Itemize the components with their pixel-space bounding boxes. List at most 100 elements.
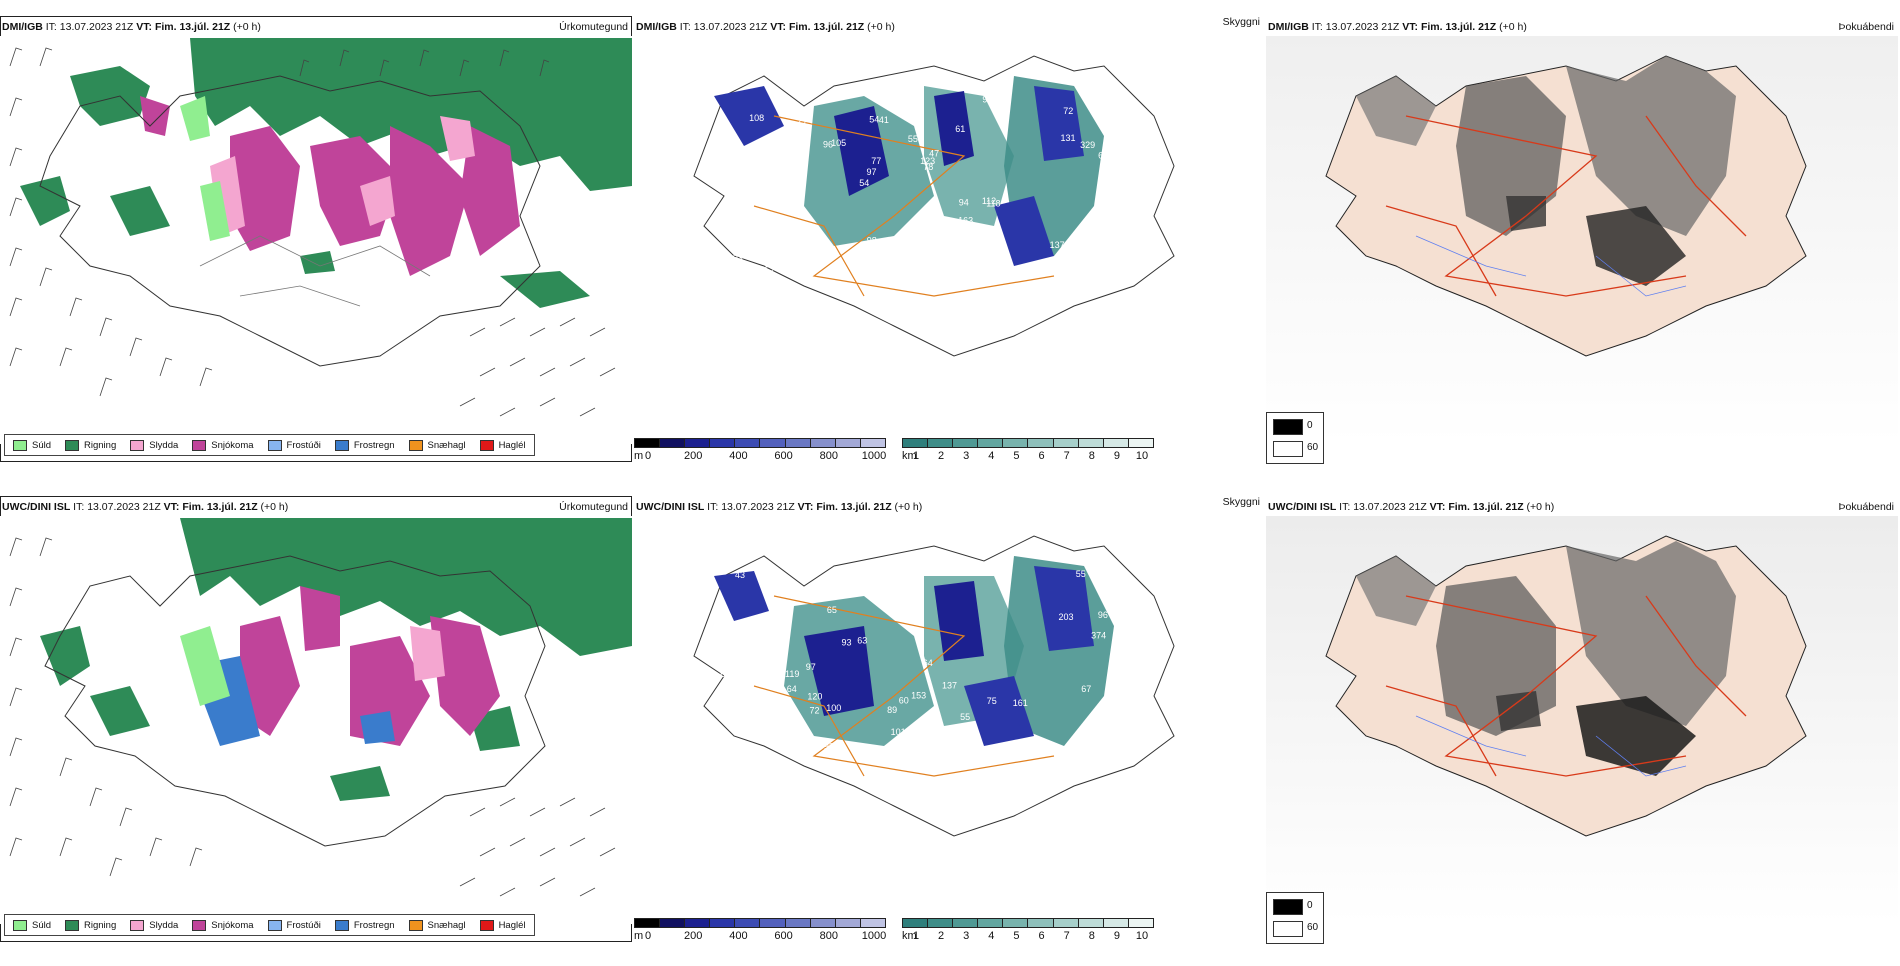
- panel-variable-name: Skyggni: [1222, 496, 1260, 508]
- colorbar-segment: [1053, 439, 1079, 447]
- model-name: UWC/DINI ISL: [2, 501, 71, 513]
- model-name: UWC/DINI ISL: [636, 501, 705, 513]
- colorbar-segment: [953, 439, 979, 447]
- visibility-value-label: 89: [887, 705, 897, 715]
- colorbar-segment: [928, 919, 954, 927]
- visibility-value-label: 118: [986, 199, 1000, 209]
- rain-area: [20, 176, 70, 226]
- colorbar-segment: [710, 919, 736, 927]
- colorbar-segment: [1078, 919, 1104, 927]
- vt-label: VT:: [1402, 21, 1419, 33]
- legend-item: Slydda: [130, 439, 178, 451]
- colorbar-segment: [785, 439, 811, 447]
- colorbar-tick-label: 200: [684, 930, 703, 942]
- colorbar-tick-label: 9: [1113, 930, 1120, 942]
- visibility-value-label: 137: [942, 681, 957, 691]
- colorbar-m-bar: [634, 438, 886, 448]
- vt-label: VT:: [136, 21, 153, 33]
- snow-area: [300, 586, 340, 651]
- visibility-colorbar-km: km 1 2 3 4 5 6 7 8 9 10: [902, 438, 1202, 468]
- iceland-coastline: [44, 555, 546, 847]
- legend-swatch: [192, 919, 207, 931]
- visibility-value-label: 130: [908, 273, 923, 283]
- drizzle-area: [200, 181, 230, 241]
- fog-legend-label: 0: [1307, 420, 1313, 431]
- it-value: 13.07.2023 21Z: [693, 21, 768, 33]
- visibility-colorbar-km: km 1 2 3 4 5 6 7 8 9 10: [902, 918, 1202, 948]
- visibility-value-label: 36: [873, 243, 883, 253]
- colorbar-segment: [1028, 439, 1054, 447]
- legend-swatch: [65, 439, 80, 451]
- vt-value: Fim. 13.júl. 21Z: [816, 501, 892, 513]
- rain-area: [70, 66, 150, 126]
- legend-item: Rigning: [65, 919, 117, 931]
- colorbar-segment: [860, 919, 885, 927]
- model-name: DMI/IGB: [636, 21, 677, 33]
- legend-label: Frostúði: [286, 919, 321, 931]
- vt-value: Fim. 13.júl. 21Z: [154, 21, 231, 33]
- visibility-value-label: 78: [871, 86, 881, 96]
- vt-label: VT:: [163, 501, 180, 513]
- visibility-value-label: 274: [798, 115, 813, 125]
- legend-swatch: [408, 919, 423, 931]
- visibility-value-label: 75: [987, 696, 997, 706]
- panel-title: DMI/IGB IT: 13.07.2023 21Z VT: Fim. 13.j…: [2, 21, 261, 33]
- visibility-panel: UWC/DINI ISL IT: 13.07.2023 21Z VT: Fim.…: [634, 496, 1266, 956]
- legend-item: Snæhagl: [408, 919, 466, 931]
- colorbar-unit: km: [902, 450, 917, 462]
- drizzle-area: [180, 626, 230, 706]
- colorbar-segment: [860, 439, 885, 447]
- colorbar-tick-label: 6: [1038, 450, 1045, 462]
- panel-variable-name: Skyggni: [1222, 16, 1260, 28]
- fog-legend: 0 60: [1266, 412, 1324, 464]
- lead-offset: (+0 h): [894, 501, 923, 513]
- visibility-value-label: 66: [1098, 151, 1108, 161]
- legend-item: Snæhagl: [408, 439, 466, 451]
- model-name: UWC/DINI ISL: [1268, 501, 1337, 513]
- visibility-area-low: [714, 571, 769, 621]
- it-value: 13.07.2023 21Z: [721, 501, 795, 513]
- fog-legend-label: 0: [1307, 900, 1313, 911]
- legend-label: Snjókoma: [211, 919, 254, 931]
- visibility-value-label: 55: [1076, 569, 1086, 579]
- visibility-map: 43 53 60 55 96 55 49 100 57 75 72 64 65 64 60 93 89 128 65…: [634, 516, 1266, 924]
- colorbar-tick-label: 6: [1038, 930, 1045, 942]
- sleet-area: [360, 176, 395, 226]
- sleet-area: [440, 116, 475, 161]
- forecast-row-uwc: UWC/DINI ISL IT: 13.07.2023 21Z VT: Fim.…: [0, 496, 1900, 966]
- colorbar-tick-label: 3: [963, 930, 970, 942]
- rain-area: [330, 766, 390, 801]
- precip-map: [0, 36, 632, 444]
- it-label: IT:: [1311, 21, 1323, 33]
- lead-offset: (+0 h): [233, 21, 261, 33]
- fog-panel: DMI/IGB IT: 13.07.2023 21Z VT: Fim. 13.j…: [1266, 16, 1898, 476]
- legend-label: Rigning: [84, 919, 117, 931]
- colorbar-tick-label: 1: [912, 450, 920, 462]
- visibility-value-label: 61: [955, 124, 965, 134]
- visibility-value-label: 60: [720, 669, 730, 679]
- colorbar-unit: km: [902, 930, 917, 942]
- it-label: IT:: [1339, 501, 1351, 513]
- visibility-value-label: 64: [787, 684, 797, 694]
- legend-swatch: [130, 919, 145, 931]
- visibility-value-label: 60: [899, 695, 909, 705]
- colorbar-segment: [660, 439, 686, 447]
- legend-swatch: [267, 439, 282, 451]
- legend-label: Frostregn: [353, 439, 395, 451]
- colorbar-segment: [1103, 439, 1129, 447]
- visibility-value-label: 72: [809, 706, 819, 716]
- legend-swatch: [13, 919, 27, 931]
- lead-offset: (+0 h): [260, 501, 289, 513]
- vt-label: VT:: [797, 501, 814, 513]
- visibility-value-label: 54: [859, 178, 869, 188]
- colorbar-segment: [1103, 919, 1129, 927]
- colorbar-segment: [710, 439, 736, 447]
- visibility-value-label: 55: [960, 712, 970, 722]
- fog-map: [1266, 516, 1898, 924]
- river-lines: [1415, 235, 1687, 297]
- it-label: IT:: [707, 501, 719, 513]
- legend-label: Súld: [32, 919, 52, 931]
- legend-label: Frostúði: [286, 439, 321, 451]
- legend-label: Haglél: [498, 919, 526, 931]
